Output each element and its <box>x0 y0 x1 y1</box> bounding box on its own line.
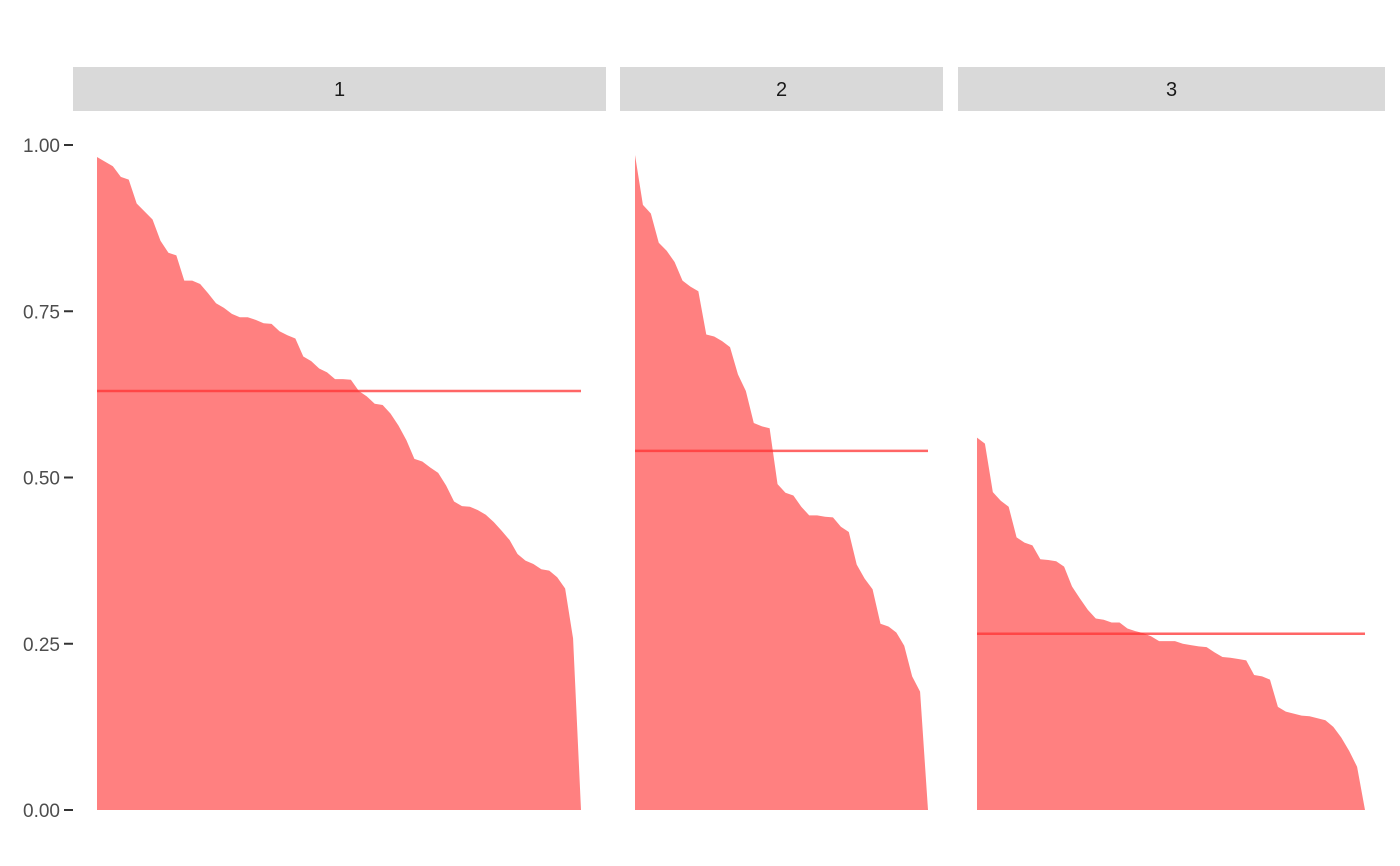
area-series-panel-1 <box>97 156 581 811</box>
area-series-panel-3 <box>977 437 1365 810</box>
y-tick-label: 1.00 <box>23 136 60 157</box>
y-axis: 0.00 0.25 0.50 0.75 1.00 <box>23 136 73 822</box>
facet-strip-label: 2 <box>776 79 787 101</box>
facet-strip-1 <box>73 67 606 111</box>
y-tick-label: 0.50 <box>23 469 60 490</box>
y-tick-label: 0.75 <box>23 302 60 323</box>
facet-strip-3 <box>958 67 1385 111</box>
y-tick-label: 0.00 <box>23 801 60 822</box>
y-tick-label: 0.25 <box>23 635 60 656</box>
facet-panels <box>97 154 1365 811</box>
facet-strip-label: 1 <box>334 79 345 101</box>
area-series-panel-2 <box>635 154 928 811</box>
facet-strip-label: 3 <box>1166 79 1177 101</box>
facet-strips: 1 2 3 <box>73 67 1385 111</box>
facet-strip-2 <box>620 67 943 111</box>
